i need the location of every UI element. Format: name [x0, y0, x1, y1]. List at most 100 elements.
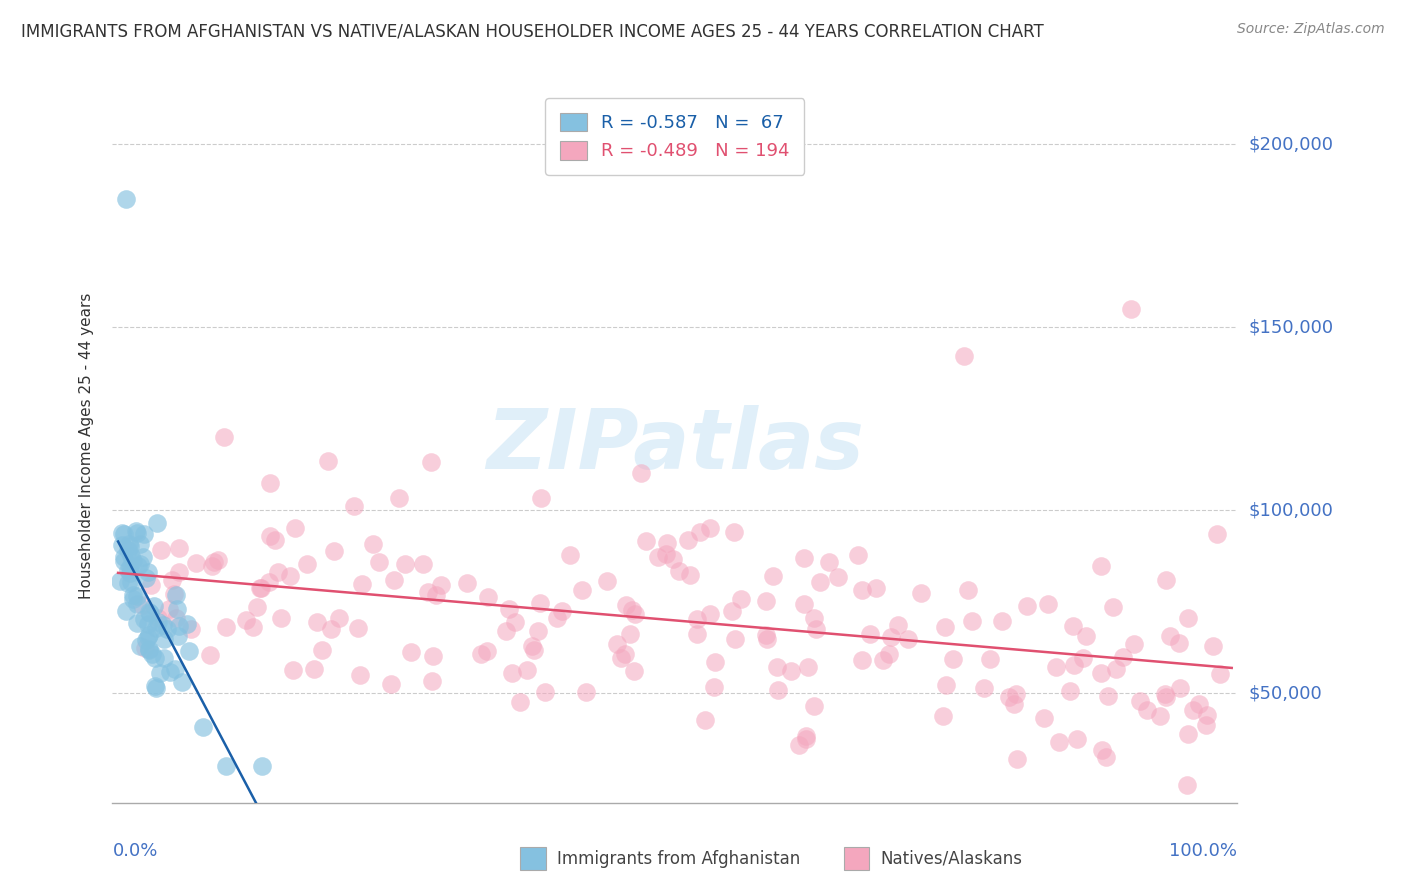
- Point: [122, 554, 145, 568]
- Point: [1123, 638, 1146, 652]
- Point: [138, 605, 160, 619]
- Legend: R = -0.587   N =  67, R = -0.489   N = 194: R = -0.587 N = 67, R = -0.489 N = 194: [546, 98, 804, 175]
- Point: [246, 599, 269, 614]
- Point: [516, 663, 538, 677]
- Point: [810, 575, 832, 590]
- Point: [595, 574, 617, 589]
- Point: [153, 632, 176, 647]
- Point: [699, 520, 721, 534]
- Point: [477, 591, 499, 605]
- Point: [1159, 629, 1181, 643]
- Point: [420, 455, 443, 469]
- Point: [134, 641, 156, 656]
- Point: [509, 695, 531, 709]
- Point: [1136, 703, 1159, 717]
- Point: [284, 521, 307, 535]
- Point: [1071, 651, 1094, 665]
- Point: [167, 628, 190, 642]
- Point: [527, 624, 550, 639]
- Point: [529, 596, 551, 610]
- Point: [1045, 660, 1067, 674]
- Point: [730, 591, 752, 606]
- Point: [176, 617, 198, 632]
- Point: [143, 650, 166, 665]
- Point: [134, 612, 156, 626]
- Point: [621, 602, 644, 616]
- Point: [686, 626, 709, 640]
- Point: [141, 647, 163, 661]
- Point: [349, 668, 371, 682]
- Point: [530, 491, 553, 506]
- Point: [146, 516, 169, 530]
- Point: [1007, 752, 1029, 766]
- Point: [1074, 629, 1097, 643]
- Point: [425, 588, 447, 602]
- Y-axis label: Householder Income Ages 25 - 44 years: Householder Income Ages 25 - 44 years: [79, 293, 94, 599]
- Point: [129, 639, 152, 653]
- Point: [779, 664, 801, 678]
- Point: [1168, 636, 1191, 650]
- Point: [380, 677, 402, 691]
- Point: [624, 607, 647, 621]
- Point: [960, 614, 983, 628]
- Point: [112, 526, 135, 541]
- Point: [503, 615, 526, 629]
- Text: Natives/Alaskans: Natives/Alaskans: [880, 849, 1022, 868]
- Point: [394, 557, 416, 571]
- Text: IMMIGRANTS FROM AFGHANISTAN VS NATIVE/ALASKAN HOUSEHOLDER INCOME AGES 25 - 44 YE: IMMIGRANTS FROM AFGHANISTAN VS NATIVE/AL…: [21, 22, 1043, 40]
- Point: [571, 582, 593, 597]
- Point: [121, 588, 143, 602]
- Point: [235, 613, 257, 627]
- Text: 0.0%: 0.0%: [112, 842, 157, 860]
- Point: [1066, 731, 1088, 746]
- Point: [270, 611, 292, 625]
- Point: [886, 617, 908, 632]
- Point: [934, 620, 956, 634]
- Point: [793, 597, 815, 611]
- Point: [1170, 681, 1192, 695]
- Point: [283, 663, 305, 677]
- Point: [1059, 684, 1081, 698]
- Point: [630, 466, 652, 480]
- Point: [1090, 665, 1112, 680]
- Point: [167, 565, 190, 579]
- Text: $200,000: $200,000: [1249, 135, 1333, 153]
- Point: [135, 633, 157, 648]
- Point: [250, 581, 273, 595]
- Point: [827, 570, 849, 584]
- Point: [367, 555, 389, 569]
- Point: [616, 598, 638, 612]
- Point: [720, 604, 742, 618]
- Point: [935, 678, 957, 692]
- Point: [399, 646, 422, 660]
- Point: [138, 628, 160, 642]
- Point: [794, 729, 817, 743]
- Point: [388, 491, 411, 505]
- Point: [575, 685, 598, 699]
- Point: [614, 647, 637, 661]
- Point: [755, 628, 778, 642]
- Point: [1188, 698, 1211, 712]
- Point: [534, 685, 557, 699]
- Point: [127, 589, 149, 603]
- Point: [117, 575, 139, 590]
- Point: [166, 602, 188, 616]
- Point: [755, 594, 778, 608]
- Point: [1177, 611, 1199, 625]
- Point: [115, 192, 138, 206]
- Point: [316, 454, 339, 468]
- Point: [212, 430, 235, 444]
- Point: [143, 679, 166, 693]
- Point: [619, 626, 641, 640]
- Point: [278, 569, 301, 583]
- Point: [998, 690, 1021, 704]
- Point: [897, 632, 920, 646]
- Point: [118, 566, 141, 580]
- Point: [117, 542, 139, 557]
- Point: [851, 582, 873, 597]
- Point: [498, 602, 520, 616]
- Point: [127, 597, 149, 611]
- Point: [361, 537, 384, 551]
- Point: [1101, 600, 1123, 615]
- Point: [120, 549, 142, 563]
